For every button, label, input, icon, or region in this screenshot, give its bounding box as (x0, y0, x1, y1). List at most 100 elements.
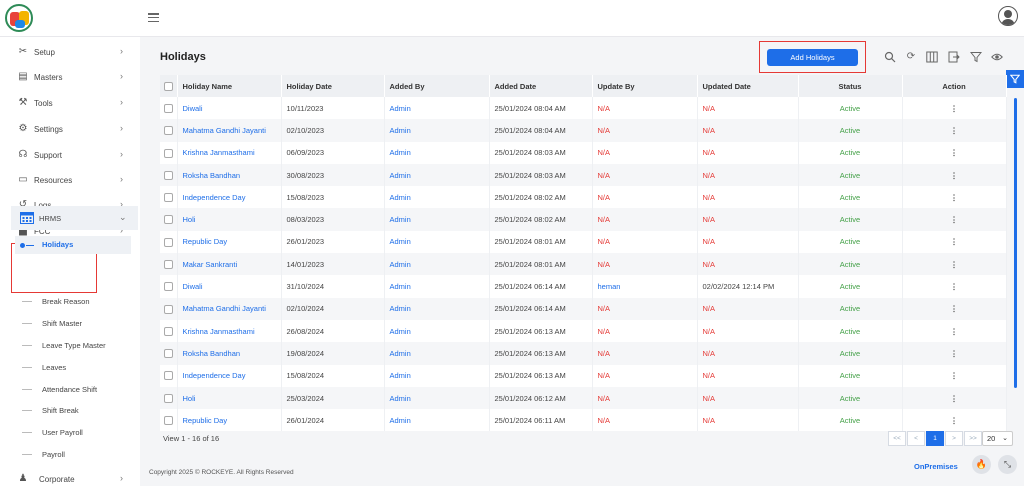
action-menu-icon[interactable]: ⋮ (902, 342, 1007, 365)
column-header[interactable]: Status (798, 75, 903, 97)
action-menu-icon[interactable]: ⋮ (902, 297, 1007, 320)
sidebar-item-tools[interactable]: ⚒ Tools › (0, 92, 140, 114)
column-header[interactable]: Added Date (489, 75, 593, 97)
sidebar-subitem-break-reason[interactable]: Break Reason (42, 297, 90, 306)
filter-icon[interactable] (969, 51, 983, 63)
row-checkbox[interactable] (160, 208, 178, 231)
column-header[interactable]: Updated Date (697, 75, 799, 97)
page-button[interactable]: 1 (926, 431, 944, 446)
row-checkbox[interactable] (160, 163, 178, 187)
row-checkbox[interactable] (160, 386, 178, 410)
last-page-button[interactable]: >> (964, 431, 982, 446)
row-checkbox[interactable] (160, 297, 178, 320)
holiday-name-cell[interactable]: Roksha Bandhan (177, 342, 282, 365)
table-row[interactable]: Diwali 31/10/2024 Admin 25/01/2024 06:14 AM… (160, 275, 1007, 298)
sidebar-item-masters[interactable]: ▤ Masters › (0, 66, 140, 88)
row-checkbox[interactable] (160, 97, 178, 120)
table-row[interactable]: Mahatma Gandhi Jayanti 02/10/2023 Admin 25/… (160, 119, 1007, 142)
sidebar-subitem-user-payroll[interactable]: User Payroll (42, 428, 83, 437)
sidebar-subitem-shift-break[interactable]: Shift Break (42, 406, 79, 415)
page-size-select[interactable]: 20 ⌄ (982, 431, 1013, 446)
table-row[interactable]: Independence Day 15/08/2024 Admin 25/01/202… (160, 364, 1007, 387)
eye-icon[interactable] (991, 51, 1003, 63)
sidebar-item-hrms[interactable]: HRMS ⌄ (11, 206, 138, 230)
action-menu-icon[interactable]: ⋮ (902, 275, 1007, 298)
holiday-name-cell[interactable]: Independence Day (177, 364, 282, 387)
column-header[interactable]: Holiday Date (281, 75, 385, 97)
holiday-name-cell[interactable]: Diwali (177, 275, 282, 298)
search-icon[interactable] (884, 51, 896, 63)
table-row[interactable]: Krishna Janmasthami 06/09/2023 Admin 25/01/… (160, 141, 1007, 164)
row-checkbox[interactable] (160, 275, 178, 298)
sidebar-item-fcc[interactable]: ▟ FCC › (0, 220, 140, 242)
holiday-name-cell[interactable]: Makar Sankranti (177, 253, 282, 276)
fire-icon[interactable]: 🔥 (972, 455, 991, 474)
column-header[interactable]: Added By (384, 75, 490, 97)
column-header[interactable]: Update By (592, 75, 698, 97)
sidebar-subitem-holidays[interactable]: Holidays (15, 236, 131, 254)
first-page-button[interactable]: << (888, 431, 906, 446)
action-menu-icon[interactable]: ⋮ (902, 319, 1007, 343)
action-menu-icon[interactable]: ⋮ (902, 141, 1007, 164)
action-menu-icon[interactable]: ⋮ (902, 186, 1007, 209)
holiday-name-cell[interactable]: Independence Day (177, 186, 282, 209)
sidebar-item-logs[interactable]: ↺ Logs › (0, 194, 140, 216)
table-row[interactable]: Republic Day 26/01/2023 Admin 25/01/2024 08… (160, 230, 1007, 254)
action-menu-icon[interactable]: ⋮ (902, 208, 1007, 231)
sidebar-subitem-leave-type-master[interactable]: Leave Type Master (42, 341, 106, 350)
hamburger-icon[interactable] (148, 13, 159, 23)
sidebar-subitem-payroll[interactable]: Payroll (42, 450, 65, 459)
action-menu-icon[interactable]: ⋮ (902, 119, 1007, 142)
table-row[interactable]: Roksha Bandhan 19/08/2024 Admin 25/01/2024 … (160, 342, 1007, 365)
export-icon[interactable] (948, 51, 960, 63)
row-checkbox[interactable] (160, 230, 178, 254)
add-holidays-button[interactable]: Add Holidays (767, 49, 858, 66)
column-header[interactable]: Holiday Name (177, 75, 282, 97)
holiday-name-cell[interactable]: Republic Day (177, 409, 282, 432)
refresh-icon[interactable]: ⟳ (906, 51, 916, 62)
table-row[interactable]: Holi 08/03/2023 Admin 25/01/2024 08:02 AM N/… (160, 208, 1007, 231)
action-menu-icon[interactable]: ⋮ (902, 97, 1007, 120)
holiday-name-cell[interactable]: Roksha Bandhan (177, 163, 282, 187)
sidebar-item-support[interactable]: ☊ Support › (0, 144, 140, 166)
holiday-name-cell[interactable]: Diwali (177, 97, 282, 120)
holiday-name-cell[interactable]: Republic Day (177, 230, 282, 254)
table-row[interactable]: Krishna Janmasthami 26/08/2024 Admin 25/01/… (160, 319, 1007, 343)
columns-icon[interactable] (926, 51, 938, 63)
table-row[interactable]: Independence Day 15/08/2023 Admin 25/01/202… (160, 186, 1007, 209)
row-checkbox[interactable] (160, 364, 178, 387)
holiday-name-cell[interactable]: Krishna Janmasthami (177, 141, 282, 164)
table-row[interactable]: Roksha Bandhan 30/08/2023 Admin 25/01/2024 … (160, 163, 1007, 187)
next-page-button[interactable]: > (945, 431, 963, 446)
scrollbar[interactable] (1014, 98, 1017, 388)
action-menu-icon[interactable]: ⋮ (902, 163, 1007, 187)
holiday-name-cell[interactable]: Holi (177, 386, 282, 410)
sidebar-item-setup[interactable]: ✂ Setup › (0, 41, 140, 63)
action-menu-icon[interactable]: ⋮ (902, 409, 1007, 432)
user-avatar-icon[interactable] (998, 6, 1018, 26)
sidebar-item-resources[interactable]: ▭ Resources › (0, 169, 140, 191)
prev-page-button[interactable]: < (907, 431, 925, 446)
row-checkbox[interactable] (160, 186, 178, 209)
table-row[interactable]: Makar Sankranti 14/01/2023 Admin 25/01/2024… (160, 253, 1007, 276)
row-checkbox[interactable] (160, 119, 178, 142)
action-menu-icon[interactable]: ⋮ (902, 386, 1007, 410)
app-logo[interactable] (5, 4, 33, 32)
holiday-name-cell[interactable]: Holi (177, 208, 282, 231)
fullscreen-icon[interactable]: ⤡ (998, 455, 1017, 474)
sidebar-item-settings[interactable]: ⚙ Settings › (0, 118, 140, 140)
filter-panel-toggle-icon[interactable] (1006, 70, 1024, 88)
table-row[interactable]: Republic Day 26/01/2024 Admin 25/01/2024 06… (160, 409, 1007, 432)
action-menu-icon[interactable]: ⋮ (902, 230, 1007, 254)
action-menu-icon[interactable]: ⋮ (902, 364, 1007, 387)
row-checkbox[interactable] (160, 319, 178, 343)
sidebar-item-corporate[interactable]: ♟ Corporate › (0, 468, 140, 486)
table-row[interactable]: Diwali 10/11/2023 Admin 25/01/2024 08:04 AM… (160, 97, 1007, 120)
holiday-name-cell[interactable]: Krishna Janmasthami (177, 319, 282, 343)
table-row[interactable]: Mahatma Gandhi Jayanti 02/10/2024 Admin 25/… (160, 297, 1007, 320)
action-menu-icon[interactable]: ⋮ (902, 253, 1007, 276)
table-row[interactable]: Holi 25/03/2024 Admin 25/01/2024 06:12 AM N/… (160, 386, 1007, 410)
row-checkbox[interactable] (160, 141, 178, 164)
holiday-name-cell[interactable]: Mahatma Gandhi Jayanti (177, 119, 282, 142)
row-checkbox[interactable] (160, 409, 178, 432)
